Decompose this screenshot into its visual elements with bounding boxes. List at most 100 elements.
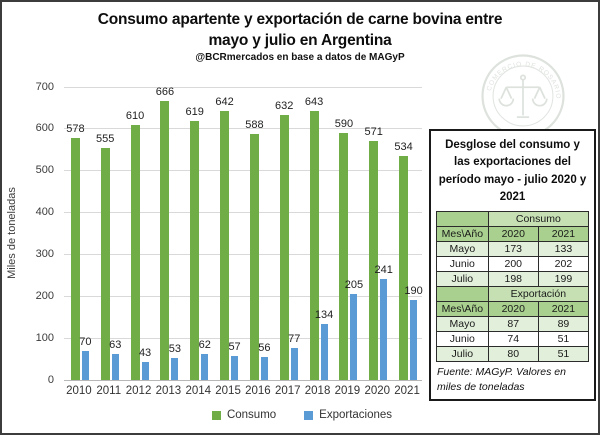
- bar-consumo-2013: [160, 101, 170, 380]
- table-cell: 202: [537, 256, 590, 272]
- bar-exportaciones-2020: [380, 279, 388, 380]
- bar-value-label: 643: [304, 95, 324, 108]
- x-tick-label: 2019: [334, 385, 361, 397]
- bar-value-label: 77: [288, 332, 301, 345]
- gridline: [64, 170, 422, 171]
- legend-item-consumo: Consumo: [211, 409, 277, 421]
- year-header-row: Mes\Año 2020 2021: [436, 301, 590, 317]
- header-cell: Mes\Año: [436, 226, 489, 242]
- y-tick-label: 100: [35, 331, 54, 344]
- bar-consumo-2017: [279, 115, 289, 380]
- chart-title-line1: Consumo apartente y exportación de carne…: [97, 11, 503, 28]
- bar-group-2021: 534 190: [392, 87, 423, 380]
- scales-seal-icon: COMERCIO DE ROSARIO: [481, 54, 565, 138]
- bar-value-label: 619: [185, 105, 204, 118]
- bar-value-label: 534: [394, 141, 413, 154]
- bar-exportaciones-2012: [141, 362, 149, 380]
- bar-group-2011: 555 63: [94, 87, 124, 380]
- table-cell: Junio: [436, 256, 489, 272]
- x-tick-label: 2014: [185, 385, 212, 397]
- x-tick-label: 2018: [304, 385, 331, 397]
- bar-value-label: 666: [155, 86, 175, 99]
- table-cell: Julio: [436, 346, 489, 362]
- table-cell: 87: [487, 316, 539, 332]
- bar-exportaciones-2019: [350, 294, 358, 380]
- y-tick-label: 500: [35, 164, 54, 177]
- bar-value-label: 205: [344, 279, 364, 292]
- table-cell: 74: [487, 331, 539, 347]
- table-cell: 51: [537, 346, 590, 362]
- gridline: [64, 128, 422, 129]
- section-header-row: Consumo: [436, 211, 590, 227]
- y-tick-label: 0: [47, 373, 54, 386]
- x-tick-label: 2015: [215, 385, 241, 397]
- x-tick-label: 2017: [274, 385, 301, 397]
- section-label: Exportación: [487, 286, 590, 302]
- bar-value-label: 56: [258, 341, 271, 354]
- bar-value-label: 578: [66, 123, 85, 136]
- bar-exportaciones-2014: [201, 354, 209, 380]
- y-tick-label: 400: [35, 206, 54, 219]
- bar-group-2017: 632 77: [273, 87, 303, 380]
- bar-value-label: 610: [125, 109, 145, 122]
- chart-title: Consumo apartente y exportación de carne…: [2, 9, 598, 51]
- table-row: Julio 198 199: [436, 271, 590, 287]
- bar-group-2013: 666 53: [154, 87, 184, 380]
- bar-value-label: 70: [79, 335, 92, 348]
- y-axis-ticks: 0 100 200 300 400 500 600 700: [20, 81, 54, 386]
- bar-exportaciones-2017: [290, 347, 298, 380]
- bar-value-label: 632: [275, 100, 294, 113]
- bar-exportaciones-2013: [171, 357, 179, 380]
- bar-value-label: 63: [109, 338, 122, 351]
- bar-value-label: 57: [228, 341, 241, 354]
- bar-exportaciones-2021: [410, 300, 418, 380]
- legend-swatch-icon: [304, 410, 314, 420]
- bar-exportaciones-2010: [81, 350, 89, 380]
- breakdown-table-body: Consumo Mes\Año 2020 2021 Mayo 173 133 Junio 200…: [436, 211, 590, 362]
- panel-title: Desglose del consumo y las exportaciones…: [438, 139, 587, 203]
- year-header-row: Mes\Año 2020 2021: [436, 226, 590, 242]
- gridline: [64, 338, 422, 339]
- header-cell: 2021: [537, 226, 590, 242]
- bar-value-label: 53: [168, 342, 182, 355]
- bar-value-label: 642: [215, 96, 234, 109]
- y-tick-label: 200: [35, 289, 54, 302]
- table-cell: Mayo: [436, 316, 489, 332]
- bar-exportaciones-2011: [111, 353, 119, 380]
- bar-value-label: 241: [374, 264, 393, 277]
- panel-source-note: Fuente: MAGyP. Valores en miles de tonel…: [437, 366, 566, 394]
- legend-label: Consumo: [226, 409, 277, 421]
- table-row: Mayo 87 89: [436, 316, 590, 332]
- legend-swatch-icon: [211, 410, 221, 420]
- bar-consumo-2020: [369, 141, 379, 380]
- bar-consumo-2011: [100, 147, 110, 380]
- table-cell: Junio: [436, 331, 489, 347]
- bar-group-2012: 610 43: [124, 87, 154, 380]
- bar-consumo-2021: [399, 156, 409, 380]
- section-header-row: Exportación: [436, 286, 590, 302]
- header-cell: 2020: [487, 226, 539, 242]
- table-row: Mayo 173 133: [436, 241, 590, 257]
- bar-group-2015: 642 57: [213, 87, 243, 380]
- section-label: Consumo: [487, 211, 590, 227]
- table-row: Julio 80 51: [436, 346, 590, 362]
- x-tick-label: 2021: [394, 385, 420, 397]
- gridline: [64, 87, 422, 88]
- bar-group-2010: 578 70: [64, 87, 94, 380]
- bar-value-label: 555: [96, 132, 115, 145]
- bar-value-label: 43: [138, 347, 152, 360]
- y-tick-label: 300: [35, 247, 54, 260]
- table-cell: 89: [537, 316, 590, 332]
- bar-consumo-2014: [190, 120, 200, 380]
- table-cell: Julio: [436, 271, 489, 287]
- table-cell: 199: [537, 271, 590, 287]
- bar-group-2019: 590 205: [333, 87, 363, 380]
- plot-area: 578 70 555 63 610 43 666 53 619 62 642 57 588 56 632 77…: [64, 87, 423, 381]
- bar-exportaciones-2015: [231, 356, 239, 380]
- x-tick-label: 2016: [245, 385, 271, 397]
- bar-value-label: 571: [364, 126, 383, 138]
- table-cell: 198: [487, 271, 539, 287]
- header-cell: Mes\Año: [436, 301, 489, 317]
- x-tick-label: 2012: [125, 385, 152, 397]
